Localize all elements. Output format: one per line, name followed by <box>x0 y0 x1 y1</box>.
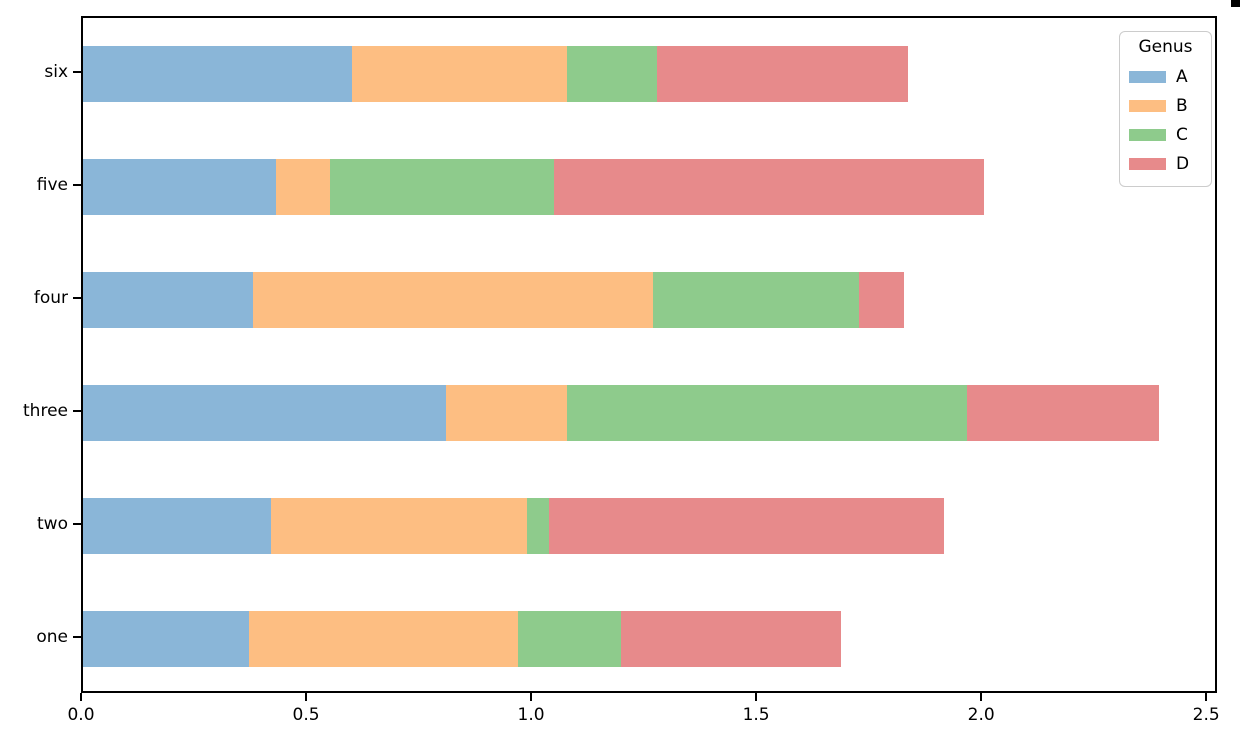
bar-segment-C-four <box>652 272 859 329</box>
y-tick-label-five: five <box>36 175 68 196</box>
y-tick-label-three: three <box>23 400 68 421</box>
x-tick-label-1.5: 1.5 <box>742 705 770 725</box>
x-tick-label-2.5: 2.5 <box>1192 705 1220 725</box>
bar-segment-B-one <box>248 610 519 667</box>
x-tick-mark <box>755 693 758 701</box>
legend-swatch-C <box>1129 128 1166 141</box>
legend-title: Genus <box>1138 37 1193 57</box>
bar-segment-A-five <box>83 159 276 216</box>
legend-entry-D: D <box>1129 149 1202 178</box>
bar-segment-D-two <box>549 497 945 554</box>
bar-segment-C-one <box>518 610 622 667</box>
x-tick-mark <box>1205 693 1208 701</box>
bar-row-four <box>83 272 1215 329</box>
y-tick-mark <box>73 71 81 74</box>
y-tick-label-two: two <box>37 513 68 534</box>
y-tick-mark <box>73 297 81 300</box>
legend-swatch-D <box>1129 157 1166 170</box>
screen-corner-artifact <box>1231 0 1240 7</box>
bar-segment-A-three <box>83 384 447 441</box>
bar-segment-C-five <box>329 159 554 216</box>
bar-segment-A-four <box>83 272 254 329</box>
x-tick-label-2.0: 2.0 <box>967 705 995 725</box>
legend-label-B: B <box>1176 95 1188 116</box>
bar-segment-B-three <box>446 384 568 441</box>
x-tick-mark <box>305 693 308 701</box>
bar-segment-D-five <box>553 159 985 216</box>
legend-swatch-A <box>1129 70 1166 83</box>
bar-row-six <box>83 46 1215 103</box>
bar-row-five <box>83 159 1215 216</box>
bar-segment-C-six <box>567 46 658 103</box>
x-tick-mark <box>530 693 533 701</box>
y-tick-mark <box>73 409 81 412</box>
y-tick-mark <box>73 635 81 638</box>
bar-segment-D-four <box>858 272 904 329</box>
bar-segment-B-two <box>271 497 527 554</box>
bar-segment-D-six <box>657 46 909 103</box>
legend-entry-B: B <box>1129 91 1202 120</box>
x-tick-mark <box>980 693 983 701</box>
bar-row-two <box>83 497 1215 554</box>
legend-label-D: D <box>1176 153 1190 174</box>
bar-segment-B-four <box>253 272 653 329</box>
bar-segment-C-three <box>567 384 967 441</box>
legend-entry-C: C <box>1129 120 1202 149</box>
legend-swatch-B <box>1129 99 1166 112</box>
bar-row-one <box>83 610 1215 667</box>
x-tick-mark <box>80 693 82 701</box>
bar-segment-B-six <box>352 46 568 103</box>
y-tick-mark <box>73 184 81 187</box>
bar-segment-B-five <box>275 159 330 216</box>
bar-segment-A-one <box>83 610 249 667</box>
legend-label-C: C <box>1176 124 1188 145</box>
bar-segment-A-two <box>83 497 272 554</box>
bar-segment-C-two <box>527 497 550 554</box>
bar-segment-D-one <box>621 610 841 667</box>
bar-row-three <box>83 384 1215 441</box>
legend-label-A: A <box>1176 66 1188 87</box>
y-tick-label-four: four <box>33 288 68 309</box>
x-tick-label-0.5: 0.5 <box>292 705 320 725</box>
y-tick-label-six: six <box>44 62 68 83</box>
x-tick-label-1.0: 1.0 <box>517 705 545 725</box>
y-tick-label-one: one <box>36 626 68 647</box>
x-tick-label-0.0: 0.0 <box>67 705 95 725</box>
bar-segment-A-six <box>83 46 353 103</box>
legend-entry-A: A <box>1129 62 1202 91</box>
y-tick-mark <box>73 522 81 525</box>
bar-segment-D-three <box>966 384 1160 441</box>
